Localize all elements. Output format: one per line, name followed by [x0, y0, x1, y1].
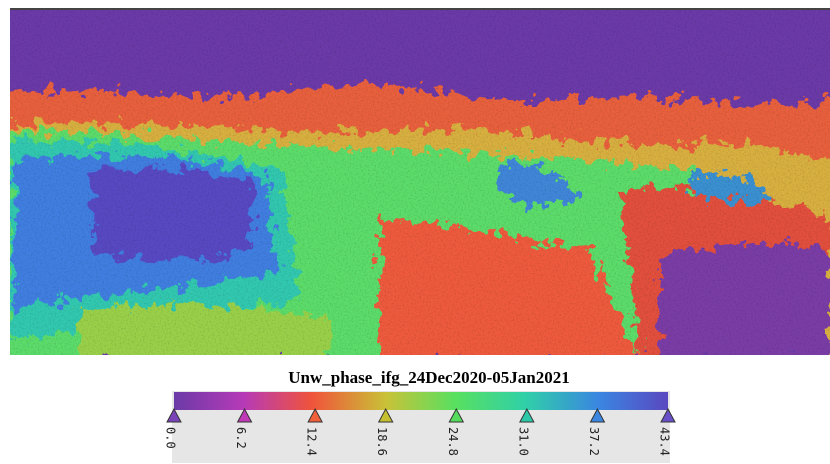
tick-label: 12.4: [305, 427, 319, 456]
tick-label: 6.2: [234, 427, 248, 449]
tick-label: 37.2: [587, 427, 601, 456]
colorbar: [174, 392, 668, 410]
tick-label: 43.4: [658, 427, 672, 456]
tick-label: 24.8: [446, 427, 460, 456]
tick-label: 18.6: [375, 427, 389, 456]
page: Unw_phase_ifg_24Dec2020-05Jan2021 0.0 6.2…: [0, 0, 830, 464]
raster-image: [0, 8, 830, 360]
image-title: Unw_phase_ifg_24Dec2020-05Jan2021: [288, 368, 569, 387]
tick-label: 0.0: [164, 427, 178, 449]
tick-label: 31.0: [516, 427, 530, 456]
viewer: Unw_phase_ifg_24Dec2020-05Jan2021 0.0 6.2…: [0, 0, 830, 464]
